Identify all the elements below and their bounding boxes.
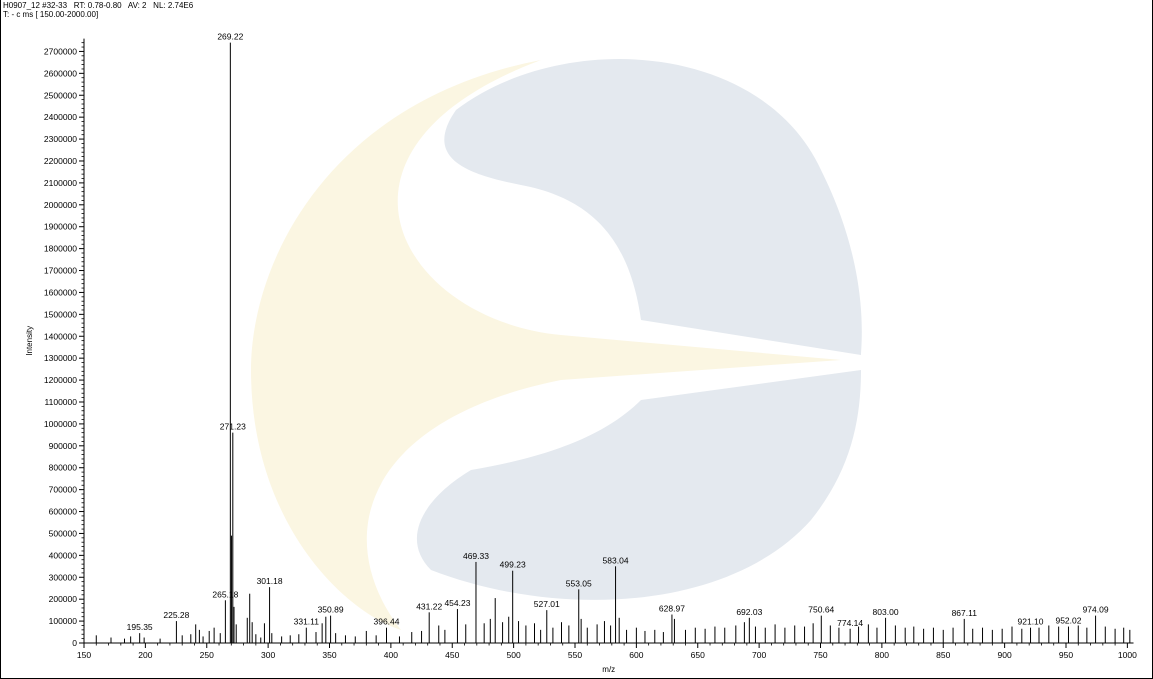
- peak-label: 921.10: [1018, 617, 1044, 627]
- peak-label: 469.33: [463, 551, 489, 561]
- x-tick-label: 950: [1059, 650, 1073, 660]
- peak-label: 750.64: [808, 605, 834, 615]
- y-tick-label: 2700000: [44, 46, 77, 56]
- peak-sticks: [95, 42, 1131, 643]
- scan-filter: T: - c ms [ 150.00-2000.00]: [3, 10, 99, 19]
- y-tick-label: 1500000: [44, 309, 77, 319]
- y-tick-label: 2600000: [44, 68, 77, 78]
- y-tick-label: 1900000: [44, 222, 77, 232]
- y-tick-label: 300000: [49, 572, 78, 582]
- peak-label: 331.11: [294, 617, 320, 627]
- scan-header: H0907_12 #32-33 RT: 0.78-0.80 AV: 2 NL: …: [3, 1, 194, 10]
- y-tick-label: 0: [72, 638, 77, 648]
- peak-label: 553.05: [566, 578, 592, 588]
- y-tick-label: 2200000: [44, 156, 77, 166]
- peak-label: 583.04: [603, 555, 629, 565]
- y-tick-label: 1100000: [45, 397, 78, 407]
- c-shaped-logo-watermark: [251, 59, 862, 630]
- y-axis-title: Intensity: [25, 326, 34, 356]
- x-tick-label: 250: [200, 650, 214, 660]
- peak-label: 527.01: [534, 599, 560, 609]
- x-tick-label: 850: [936, 650, 950, 660]
- peak-label: 269.22: [217, 32, 243, 42]
- peak-label: 225.28: [163, 610, 189, 620]
- x-tick-label: 900: [998, 650, 1012, 660]
- x-axis-title: m/z: [602, 665, 615, 674]
- y-tick-label: 200000: [49, 594, 78, 604]
- y-tick-label: 600000: [49, 507, 78, 517]
- peak-label: 271.23: [220, 422, 246, 432]
- peak-label: 454.23: [444, 598, 470, 608]
- peak-label: 628.97: [659, 604, 685, 614]
- y-tick-label: 2100000: [44, 178, 77, 188]
- y-tick-label: 1800000: [44, 244, 77, 254]
- watermark-gray-upper: [444, 59, 862, 355]
- y-tick-label: 2500000: [44, 90, 77, 100]
- y-tick-label: 1600000: [44, 287, 77, 297]
- peak-label: 974.09: [1083, 605, 1109, 615]
- y-tick-label: 1300000: [44, 353, 77, 363]
- peak-label: 692.03: [736, 607, 762, 617]
- peak-label: 301.18: [257, 576, 283, 586]
- x-tick-label: 650: [691, 650, 705, 660]
- x-tick-label: 400: [384, 650, 398, 660]
- peak-label: 803.00: [873, 607, 899, 617]
- x-tick-label: 750: [813, 650, 827, 660]
- peak-label: 396.44: [374, 617, 400, 627]
- peak-label: 195.35: [127, 622, 153, 632]
- x-tick-label: 1000: [1118, 650, 1137, 660]
- x-tick-label: 200: [138, 650, 152, 660]
- y-tick-label: 100000: [49, 616, 78, 626]
- x-tick-label: 300: [261, 650, 275, 660]
- peak-label: 350.89: [318, 605, 344, 615]
- peak-label: 265.18: [212, 589, 238, 599]
- watermark-gray-lower: [416, 370, 861, 600]
- x-tick-label: 350: [322, 650, 336, 660]
- y-tick-label: 1700000: [44, 266, 77, 276]
- peak-labels: 195.35 225.28 265.18 269.22 271.23 301.18 331.…: [127, 32, 1109, 632]
- x-tick-label: 150: [77, 650, 91, 660]
- y-tick-label: 900000: [49, 441, 78, 451]
- chart-axes: 0 100000 200000 300000 400000 500000 600000 700…: [25, 38, 1137, 674]
- y-tick-label: 1400000: [44, 331, 77, 341]
- peak-label: 774.14: [837, 618, 863, 628]
- y-tick-label: 2300000: [44, 134, 77, 144]
- y-tick-label: 2400000: [44, 112, 77, 122]
- watermark-yellow-arc: [251, 60, 841, 630]
- x-tick-label: 550: [568, 650, 582, 660]
- y-tick-label: 1000000: [44, 419, 77, 429]
- x-tick-label: 500: [507, 650, 521, 660]
- x-tick-label: 600: [629, 650, 643, 660]
- x-tick-label: 800: [875, 650, 889, 660]
- y-tick-label: 1200000: [44, 375, 77, 385]
- y-tick-label: 700000: [49, 485, 78, 495]
- x-tick-label: 450: [445, 650, 459, 660]
- y-tick-label: 2000000: [44, 200, 77, 210]
- peak-label: 431.22: [416, 601, 442, 611]
- peak-label: 952.02: [1055, 616, 1081, 626]
- y-tick-label: 800000: [49, 463, 78, 473]
- y-tick-label: 500000: [49, 528, 78, 538]
- peak-label: 499.23: [500, 560, 526, 570]
- x-tick-label: 700: [752, 650, 766, 660]
- y-tick-label: 400000: [49, 550, 78, 560]
- peak-label: 867.11: [952, 608, 978, 618]
